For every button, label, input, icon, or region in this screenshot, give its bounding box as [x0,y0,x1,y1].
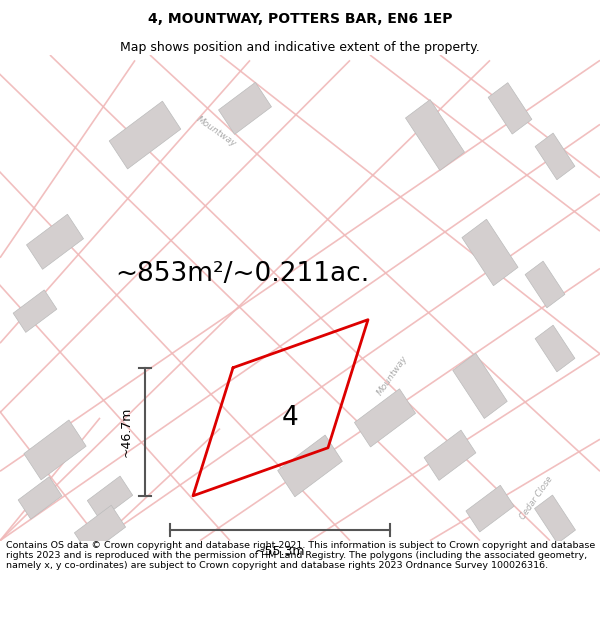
Polygon shape [18,477,62,519]
Text: ~55.3m: ~55.3m [255,545,305,558]
Polygon shape [13,290,57,332]
Polygon shape [466,485,514,532]
Text: Mountway: Mountway [195,115,238,149]
Text: ~46.7m: ~46.7m [120,407,133,457]
Polygon shape [109,101,181,169]
Polygon shape [424,430,476,481]
Polygon shape [535,495,575,544]
Polygon shape [406,99,464,171]
Text: ~853m²/~0.211ac.: ~853m²/~0.211ac. [115,261,369,287]
Text: Contains OS data © Crown copyright and database right 2021. This information is : Contains OS data © Crown copyright and d… [6,541,595,571]
Polygon shape [488,82,532,134]
Polygon shape [535,133,575,180]
Polygon shape [88,476,133,520]
Polygon shape [462,219,518,286]
Text: 4, MOUNTWAY, POTTERS BAR, EN6 1EP: 4, MOUNTWAY, POTTERS BAR, EN6 1EP [148,12,452,26]
Text: 4: 4 [281,405,298,431]
Polygon shape [355,389,416,447]
Polygon shape [218,82,271,134]
Polygon shape [278,435,343,497]
Polygon shape [24,420,86,480]
Polygon shape [525,261,565,308]
Polygon shape [74,505,125,554]
Text: Map shows position and indicative extent of the property.: Map shows position and indicative extent… [120,41,480,54]
Polygon shape [26,214,83,269]
Text: Mountway: Mountway [375,354,409,397]
Polygon shape [453,353,507,419]
Polygon shape [535,325,575,372]
Text: Cedar Close: Cedar Close [518,474,555,521]
